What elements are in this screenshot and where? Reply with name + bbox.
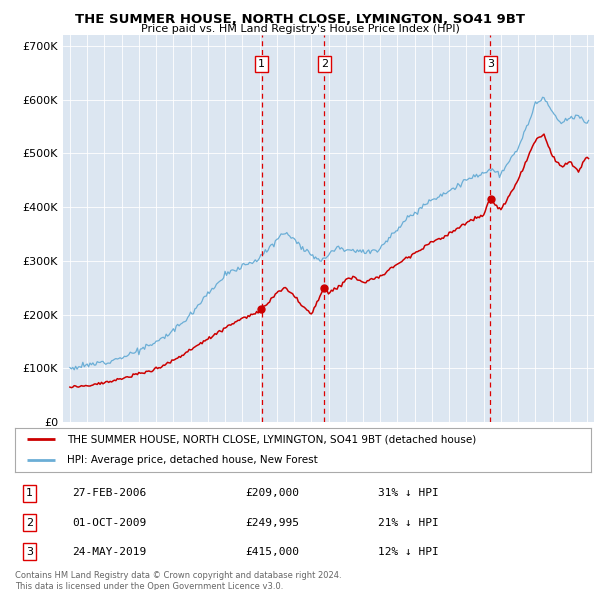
Text: 31% ↓ HPI: 31% ↓ HPI [378, 489, 439, 498]
Text: 2: 2 [26, 517, 33, 527]
Text: 3: 3 [26, 547, 33, 557]
Text: 01-OCT-2009: 01-OCT-2009 [73, 517, 147, 527]
Text: £249,995: £249,995 [245, 517, 299, 527]
Text: Price paid vs. HM Land Registry's House Price Index (HPI): Price paid vs. HM Land Registry's House … [140, 24, 460, 34]
Text: THE SUMMER HOUSE, NORTH CLOSE, LYMINGTON, SO41 9BT: THE SUMMER HOUSE, NORTH CLOSE, LYMINGTON… [75, 13, 525, 26]
Text: £415,000: £415,000 [245, 547, 299, 557]
Text: 27-FEB-2006: 27-FEB-2006 [73, 489, 147, 498]
Text: THE SUMMER HOUSE, NORTH CLOSE, LYMINGTON, SO41 9BT (detached house): THE SUMMER HOUSE, NORTH CLOSE, LYMINGTON… [67, 434, 476, 444]
Text: 2: 2 [320, 60, 328, 70]
Text: £209,000: £209,000 [245, 489, 299, 498]
Text: 3: 3 [487, 60, 494, 70]
Text: Contains HM Land Registry data © Crown copyright and database right 2024.
This d: Contains HM Land Registry data © Crown c… [15, 571, 341, 590]
Text: 12% ↓ HPI: 12% ↓ HPI [378, 547, 439, 557]
Text: 24-MAY-2019: 24-MAY-2019 [73, 547, 147, 557]
Text: 21% ↓ HPI: 21% ↓ HPI [378, 517, 439, 527]
Text: HPI: Average price, detached house, New Forest: HPI: Average price, detached house, New … [67, 455, 317, 466]
Text: 1: 1 [26, 489, 33, 498]
Text: 1: 1 [258, 60, 265, 70]
